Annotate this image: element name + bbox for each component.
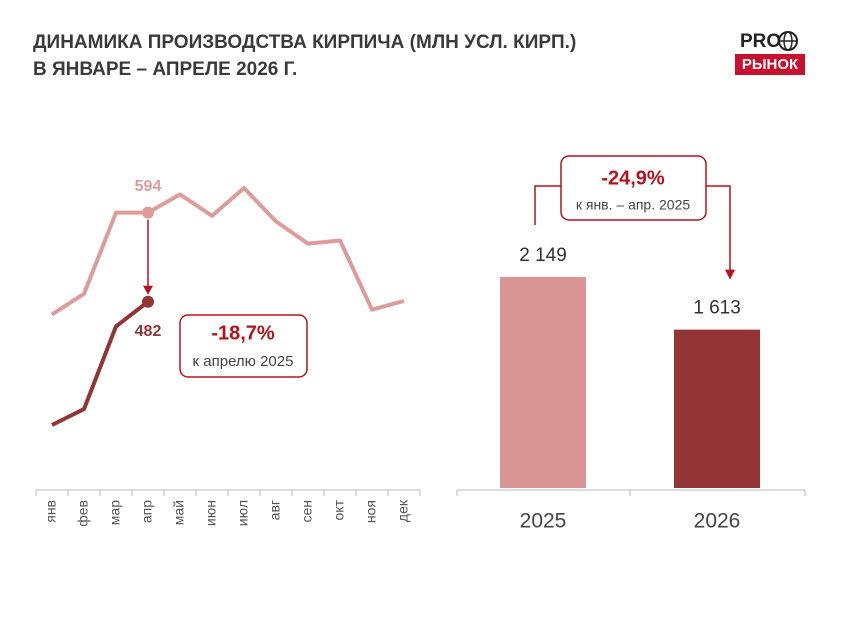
x-tick-label: июн [203,500,219,526]
point [142,206,154,219]
annotation: -18,7% [211,322,275,344]
x-tick-label: окт [331,499,347,520]
bar [674,329,760,488]
title-line: ДИНАМИКА ПРОИЗВОДСТВА КИРПИЧА (МЛН УСЛ. … [33,32,576,53]
logo-text: РЫНОК [742,56,799,73]
annotation-box [179,314,308,378]
x-tick-label: май [171,500,187,525]
bracket [534,185,731,272]
x-tick-label: 2026 [694,510,741,533]
data-label: 594 [135,178,162,195]
arrow-head [725,269,735,280]
logo: PRO РЫНОК [735,31,805,75]
x-tick-label: дек [395,499,411,522]
x-tick-label: янв [43,500,59,523]
annotation-box [560,155,707,221]
x-tick-label: сен [299,500,315,523]
annotation: к янв. – апр. 2025 [576,197,691,213]
arrow-head [143,285,153,295]
bar [500,277,586,488]
annotation: к апрелю 2025 [193,353,294,370]
x-tick-label: мар [107,500,123,525]
x-tick-label: 2025 [520,510,567,533]
line-series [51,300,150,427]
data-label: 1 613 [693,298,741,319]
logo-text: PRO [740,31,781,52]
data-label: 482 [135,323,162,340]
x-tick-label: ноя [363,500,379,523]
annotation: -24,9% [601,167,665,189]
x-tick-label: апр [139,500,155,523]
point [142,295,154,308]
logo-box [735,54,805,75]
x-tick-label: авг [267,500,283,520]
line-series [50,186,405,317]
x-tick-label: июл [235,500,251,526]
title-line: В ЯНВАРЕ – АПРЕЛЕ 2026 Г. [33,59,297,80]
data-label: 2 149 [519,245,567,266]
x-tick-label: фев [75,500,91,527]
